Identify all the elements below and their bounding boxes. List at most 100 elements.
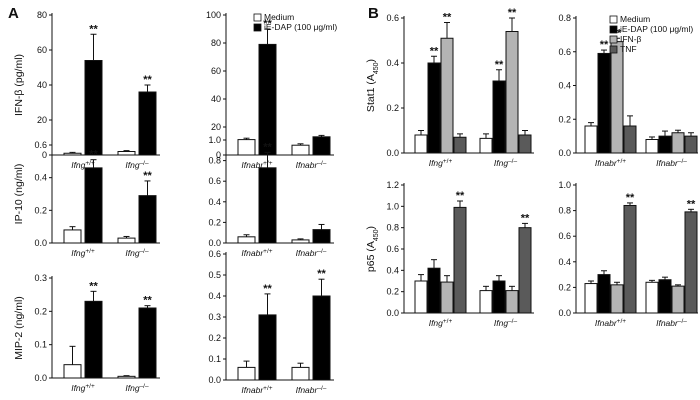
y-tick-label: 0.8 [208, 156, 221, 166]
y-axis-label: p65 (A450) [365, 226, 380, 272]
y-tick-label: 0.4 [208, 291, 221, 301]
significance-marker: ** [143, 170, 152, 182]
legend-label: IFN-β [620, 34, 642, 44]
bar [258, 167, 277, 244]
y-tick-label: 0.6 [558, 47, 571, 57]
x-category-label: Ifng–/– [494, 158, 518, 169]
bar [63, 364, 82, 379]
y-tick-label: 0.2 [208, 217, 221, 227]
bar [479, 290, 493, 314]
y-tick-label: 80 [37, 10, 47, 20]
bar [117, 237, 136, 244]
significance-marker: ** [143, 295, 152, 307]
x-category-label: Ifng–/– [125, 248, 149, 259]
y-tick-label: 0.6 [208, 176, 221, 186]
legend-label: TNF [620, 44, 637, 54]
legend-label: iE-DAP (100 μg/ml) [620, 24, 693, 34]
significance-marker: ** [89, 23, 98, 35]
y-tick-label: 0.1 [208, 354, 221, 364]
y-tick-label: 0.0 [34, 238, 47, 248]
bar [610, 41, 624, 154]
legend-swatch [253, 13, 262, 22]
bar [291, 239, 310, 244]
bar [414, 280, 428, 314]
significance-marker: ** [89, 149, 98, 161]
y-tick-label: 0.0 [558, 148, 571, 158]
y-tick-label: 1.2 [386, 180, 399, 190]
bar [84, 167, 103, 244]
bar [427, 267, 441, 314]
y-tick-label: 0.0 [386, 148, 399, 158]
y-tick-label: 0.5 [208, 270, 221, 280]
bar [63, 152, 82, 156]
significance-marker: ** [600, 39, 609, 51]
significance-marker: ** [263, 283, 272, 295]
x-category-label: Ifnabr–/– [296, 160, 327, 171]
y-tick-label: 40 [211, 94, 221, 104]
x-category-label: Ifng–/– [494, 318, 518, 329]
y-tick-label: 0.6 [34, 140, 47, 150]
y-tick-label: 0.2 [34, 306, 47, 316]
bar [479, 137, 493, 154]
x-category-label: Ifnabr+/+ [595, 158, 626, 169]
y-tick-label: 1.0 [208, 135, 221, 145]
x-category-label: Ifnabr–/– [656, 158, 687, 169]
y-tick-label: 0.4 [558, 81, 571, 91]
bar [291, 366, 310, 381]
x-category-label: Ifng–/– [125, 160, 149, 171]
significance-marker: ** [143, 74, 152, 86]
y-tick-label: 0.0 [34, 373, 47, 383]
y-tick-label: 0.3 [208, 312, 221, 322]
y-tick-label: 0.4 [558, 257, 571, 267]
y-tick-label: 0.2 [386, 287, 399, 297]
bar [505, 31, 519, 154]
bar [453, 206, 467, 314]
y-tick-label: 60 [37, 45, 47, 55]
bar [623, 125, 637, 154]
y-tick-label: 0 [42, 150, 47, 160]
y-axis-label: Stat1 (A450) [365, 59, 380, 112]
x-category-label: Ifnabr+/+ [241, 248, 272, 259]
bar [117, 375, 136, 379]
bar [645, 281, 659, 314]
bar [584, 283, 598, 314]
significance-marker: ** [317, 268, 326, 280]
bar [84, 60, 103, 156]
x-category-label: Ifnabr+/+ [595, 318, 626, 329]
y-tick-label: 0.2 [34, 205, 47, 215]
x-category-label: Ifng+/+ [429, 158, 453, 169]
y-tick-label: 0.2 [386, 103, 399, 113]
y-tick-label: 1.0 [558, 180, 571, 190]
legend-swatch [609, 25, 618, 34]
y-tick-label: 80 [211, 38, 221, 48]
significance-marker: ** [89, 280, 98, 292]
y-tick-label: 1.0 [386, 201, 399, 211]
y-tick-label: 0.2 [558, 282, 571, 292]
legend-label: Medium [264, 12, 294, 22]
y-tick-label: 40 [37, 80, 47, 90]
y-axis-label: IFN-β (pg/ml) [13, 54, 25, 116]
y-tick-label: 0.4 [386, 58, 399, 68]
bar [623, 204, 637, 314]
bar [117, 151, 136, 156]
y-tick-label: 0.0 [558, 308, 571, 318]
bar [440, 37, 454, 154]
bar [658, 135, 672, 154]
bar [237, 139, 256, 156]
significance-marker: ** [263, 18, 272, 30]
x-category-label: Ifnabr–/– [656, 318, 687, 329]
y-tick-label: 0.2 [208, 333, 221, 343]
bar [237, 366, 256, 381]
x-category-label: Ifng+/+ [71, 383, 95, 394]
bar [291, 144, 310, 156]
bar [258, 314, 277, 381]
bar [645, 139, 659, 154]
bar [492, 280, 506, 314]
x-category-label: Ifnabr–/– [296, 248, 327, 259]
bar [138, 195, 157, 244]
bar [597, 274, 611, 314]
bar [584, 125, 598, 154]
y-tick-label: 0.1 [34, 340, 47, 350]
legend-swatch [609, 15, 618, 24]
y-tick-label: 0.8 [386, 223, 399, 233]
